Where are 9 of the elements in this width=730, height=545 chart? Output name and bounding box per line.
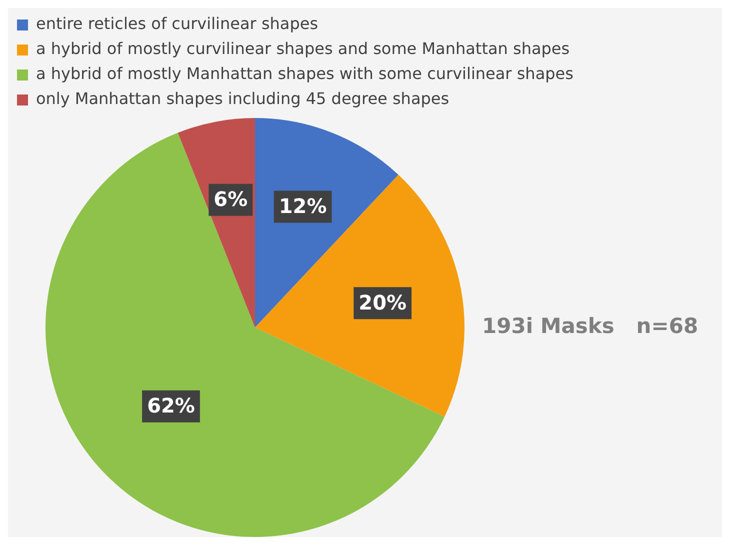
data-label: 62% (147, 394, 195, 418)
legend-label: entire reticles of curvilinear shapes (36, 14, 318, 34)
legend-label: a hybrid of mostly curvilinear shapes and some Manhattan shapes (36, 39, 570, 58)
data-label: 12% (278, 194, 327, 218)
text: 193i Masks n=68 (482, 314, 698, 338)
legend-label: a hybrid of mostly Manhattan shapes with some curvilinear shapes (36, 64, 574, 84)
legend-label: only Manhattan shapes including 45 degree shapes (36, 89, 450, 108)
data-label: 6% (214, 187, 248, 212)
data-label: 20% (358, 290, 407, 314)
